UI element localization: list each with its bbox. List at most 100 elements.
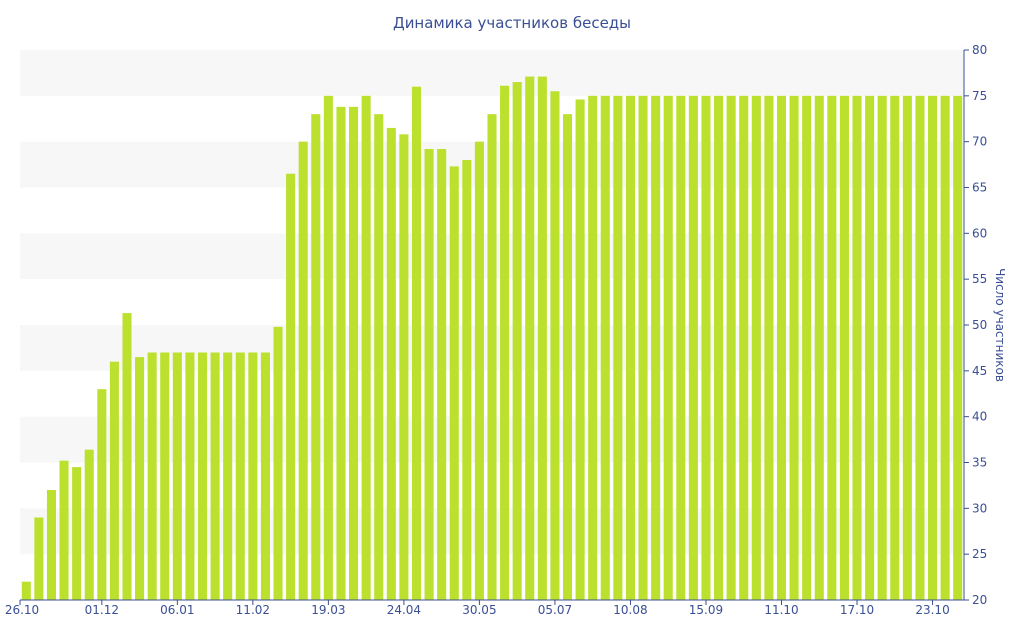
bar: [449, 166, 459, 600]
bar: [915, 95, 925, 600]
grid-band: [20, 50, 964, 96]
y-tick-label: 30: [972, 501, 987, 515]
bar: [852, 95, 862, 600]
bar: [751, 95, 761, 600]
bar: [298, 141, 308, 600]
x-tick-label: 01.12: [85, 603, 119, 617]
bar: [487, 114, 497, 601]
bar: [575, 99, 585, 600]
bar: [424, 149, 434, 600]
bar: [21, 581, 31, 600]
bar: [663, 95, 673, 600]
y-tick-label: 80: [972, 43, 987, 57]
bar: [172, 352, 182, 600]
bar: [185, 352, 195, 600]
bar: [525, 76, 535, 601]
y-tick-label: 65: [972, 181, 987, 195]
bar: [235, 352, 245, 600]
bar: [676, 95, 686, 600]
x-tick-label: 19.03: [311, 603, 345, 617]
x-tick-label: 10.08: [613, 603, 647, 617]
bar: [814, 95, 824, 600]
bar: [210, 352, 220, 600]
bar: [386, 127, 396, 601]
x-tick-label: 15.09: [689, 603, 723, 617]
bar: [97, 389, 107, 600]
bar: [437, 149, 447, 600]
x-tick-label: 30.05: [462, 603, 496, 617]
bar: [462, 160, 472, 600]
bar: [739, 95, 749, 600]
bar: [550, 91, 560, 600]
y-tick-label: 25: [972, 547, 987, 561]
y-tick-label: 35: [972, 456, 987, 470]
bar: [122, 313, 132, 600]
bar: [726, 95, 736, 600]
bar: [160, 352, 170, 600]
x-tick-label: 17.10: [840, 603, 874, 617]
bar: [613, 95, 623, 600]
bar: [500, 85, 510, 600]
bar: [512, 82, 522, 601]
y-tick-label: 40: [972, 410, 987, 424]
y-axis: 20 25 30 35 40 45 50 55 60 65 70 75 80: [963, 43, 987, 607]
bar: [34, 517, 44, 600]
bar: [714, 95, 724, 600]
y-tick-label: 50: [972, 318, 987, 332]
bar: [248, 352, 258, 600]
bar: [311, 114, 321, 601]
bar: [59, 460, 69, 600]
bar: [827, 95, 837, 600]
bar: [802, 95, 812, 600]
x-tick-label: 11.10: [764, 603, 798, 617]
chart-title: Динамика участников беседы: [393, 14, 631, 32]
bar: [562, 114, 573, 601]
bar: [474, 141, 484, 600]
bar: [789, 95, 799, 600]
bar: [399, 134, 409, 601]
y-tick-label: 55: [972, 272, 987, 286]
bar: [600, 95, 610, 600]
bar: [701, 95, 711, 600]
bar: [197, 352, 208, 600]
y-tick-label: 45: [972, 364, 987, 378]
bar: [411, 86, 422, 600]
y-tick-label: 20: [972, 593, 987, 607]
bar: [135, 357, 145, 600]
bar-series: [21, 76, 963, 601]
y-axis-label: Число участников: [993, 268, 1007, 382]
bar: [865, 95, 875, 600]
bar: [839, 95, 849, 600]
y-tick-label: 60: [972, 226, 987, 240]
bar: [764, 95, 774, 600]
x-tick-label: 11.02: [236, 603, 270, 617]
bar: [928, 95, 938, 600]
y-tick-label: 70: [972, 135, 987, 149]
bar: [374, 114, 384, 601]
x-tick-label: 26.10: [5, 603, 39, 617]
bar: [349, 106, 359, 600]
bar: [625, 95, 635, 600]
x-tick-label: 06.01: [160, 603, 194, 617]
x-tick-label: 24.04: [387, 603, 421, 617]
bar: [688, 95, 698, 600]
bar: [776, 95, 787, 600]
bar: [902, 95, 912, 600]
bar: [651, 95, 661, 600]
bar: [46, 490, 56, 600]
bar: [286, 173, 296, 600]
bar: [361, 95, 371, 600]
bar: [84, 449, 94, 600]
bar: [877, 95, 887, 600]
bar: [109, 361, 119, 600]
bar: [323, 95, 333, 600]
bar: [940, 95, 950, 600]
bar: [537, 76, 547, 601]
bar: [953, 95, 963, 600]
bar: [890, 95, 900, 600]
bar: [336, 106, 346, 600]
bar: [588, 95, 598, 600]
bar: [273, 326, 283, 600]
bar: [260, 352, 270, 600]
